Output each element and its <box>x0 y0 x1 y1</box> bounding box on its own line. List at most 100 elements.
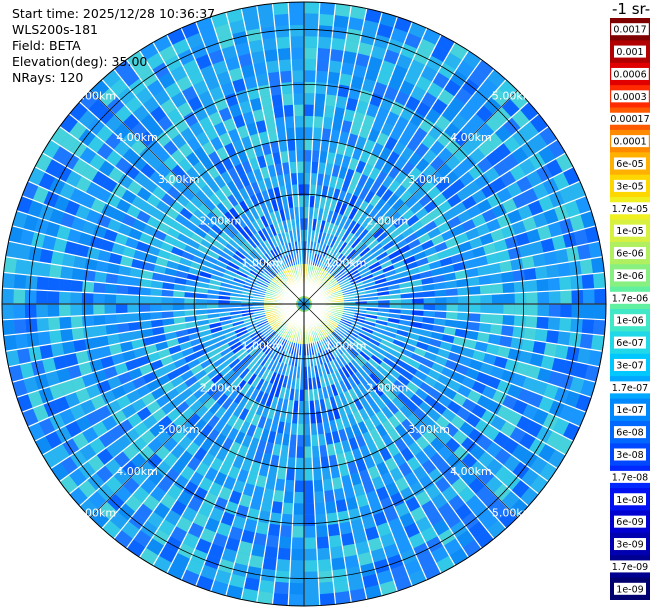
heatmap-cell <box>336 255 347 266</box>
heatmap-cell <box>105 323 119 336</box>
heatmap-cell <box>462 50 482 69</box>
colorbar-tick-box <box>614 247 646 260</box>
heatmap-cell <box>444 318 458 329</box>
heatmap-cell <box>146 511 165 529</box>
heatmap-cell <box>274 478 286 492</box>
heatmap-cell <box>489 272 503 285</box>
heatmap-cell <box>368 427 381 442</box>
heatmap-cell <box>296 161 304 173</box>
heatmap-cell <box>103 365 118 380</box>
heatmap-cell <box>312 127 323 140</box>
ray-gap-line <box>210 311 303 592</box>
ray-gap-line <box>12 305 297 383</box>
colorbar-tick-box <box>611 23 649 36</box>
heatmap-cell <box>78 109 97 129</box>
heatmap-cell <box>346 248 357 260</box>
heatmap-cell <box>498 79 518 99</box>
heatmap-cell <box>151 271 165 282</box>
heatmap-cell <box>269 384 278 397</box>
heatmap-cell <box>579 258 594 275</box>
heatmap-cell <box>335 95 348 109</box>
heatmap-cell <box>61 340 76 355</box>
heatmap-cell <box>231 562 249 578</box>
colorbar-tick-box <box>614 269 646 282</box>
heatmap-cell <box>364 317 377 324</box>
heatmap-cell <box>58 291 71 304</box>
heatmap-cell <box>349 324 362 333</box>
colorbar-tick-label: 6e-08 <box>616 428 643 439</box>
heatmap-cell <box>327 280 338 289</box>
heatmap-cell <box>304 138 313 151</box>
heatmap-cell <box>275 274 285 284</box>
heatmap-cell <box>437 429 453 446</box>
heatmap-cell <box>116 322 130 334</box>
heatmap-cell <box>410 375 424 388</box>
heatmap-cell <box>227 372 240 385</box>
heatmap-cell <box>233 323 246 331</box>
heatmap-cell <box>97 345 112 359</box>
heatmap-cell <box>50 250 65 266</box>
heatmap-cell <box>265 370 274 383</box>
heatmap-cell <box>518 243 533 258</box>
heatmap-cell <box>213 419 227 434</box>
ray-gap-line <box>166 310 301 574</box>
heatmap-cell <box>58 304 71 317</box>
heatmap-cell <box>420 179 436 194</box>
heatmap-cell <box>378 342 391 353</box>
heatmap-cell <box>187 358 201 370</box>
heatmap-cell <box>243 317 255 324</box>
heatmap-cell <box>559 317 572 332</box>
heatmap-cell <box>399 80 416 96</box>
ray-gap-line <box>195 21 302 297</box>
heatmap-cell <box>379 202 392 215</box>
heatmap-cell <box>365 376 377 389</box>
heatmap-cell <box>364 344 376 355</box>
heatmap-cell <box>379 532 396 548</box>
heatmap-cell <box>290 241 296 254</box>
heatmap-cell <box>518 350 533 365</box>
heatmap-cell <box>263 329 275 339</box>
heatmap-cell <box>320 363 327 376</box>
heatmap-cell <box>178 142 194 158</box>
heatmap-cell <box>445 154 461 171</box>
heatmap-cell <box>234 273 247 282</box>
heatmap-cell <box>170 220 185 233</box>
heatmap-cell <box>250 50 266 65</box>
heatmap-cell <box>437 200 453 214</box>
heatmap-cell <box>12 379 28 398</box>
heatmap-cell <box>223 330 237 339</box>
heatmap-cell <box>59 474 79 495</box>
heatmap-cell <box>94 271 107 284</box>
heatmap-cell <box>443 79 462 97</box>
heatmap-cell <box>161 310 174 319</box>
heatmap-cell <box>231 317 244 324</box>
heatmap-cell <box>293 104 304 117</box>
heatmap-cell <box>241 290 254 296</box>
heatmap-cell <box>412 48 431 66</box>
heatmap-cell <box>226 400 239 415</box>
heatmap-cell <box>304 560 319 572</box>
heatmap-cell <box>449 42 469 61</box>
ray-gap-line <box>139 50 301 298</box>
heatmap-cell <box>297 172 304 185</box>
heatmap-cell <box>339 280 352 288</box>
heatmap-cell <box>193 369 208 382</box>
ray-gap-line <box>79 101 299 300</box>
ray-gap-line <box>310 166 574 301</box>
heatmap-cell <box>504 358 519 373</box>
heatmap-cell <box>527 391 544 409</box>
heatmap-cell <box>304 13 320 26</box>
heatmap-cell <box>529 474 549 495</box>
heatmap-cell <box>304 184 311 196</box>
heatmap-cell <box>251 219 262 233</box>
heatmap-cell <box>284 116 295 129</box>
heatmap-cell <box>173 239 188 251</box>
heatmap-cell <box>545 158 563 178</box>
heatmap-cell <box>261 190 271 203</box>
heatmap-cell <box>2 319 15 336</box>
heatmap-cell <box>529 456 548 475</box>
heatmap-cell <box>404 399 419 413</box>
heatmap-cell <box>37 262 51 278</box>
ray-gap-line <box>34 166 298 301</box>
heatmap-cell <box>446 304 458 313</box>
